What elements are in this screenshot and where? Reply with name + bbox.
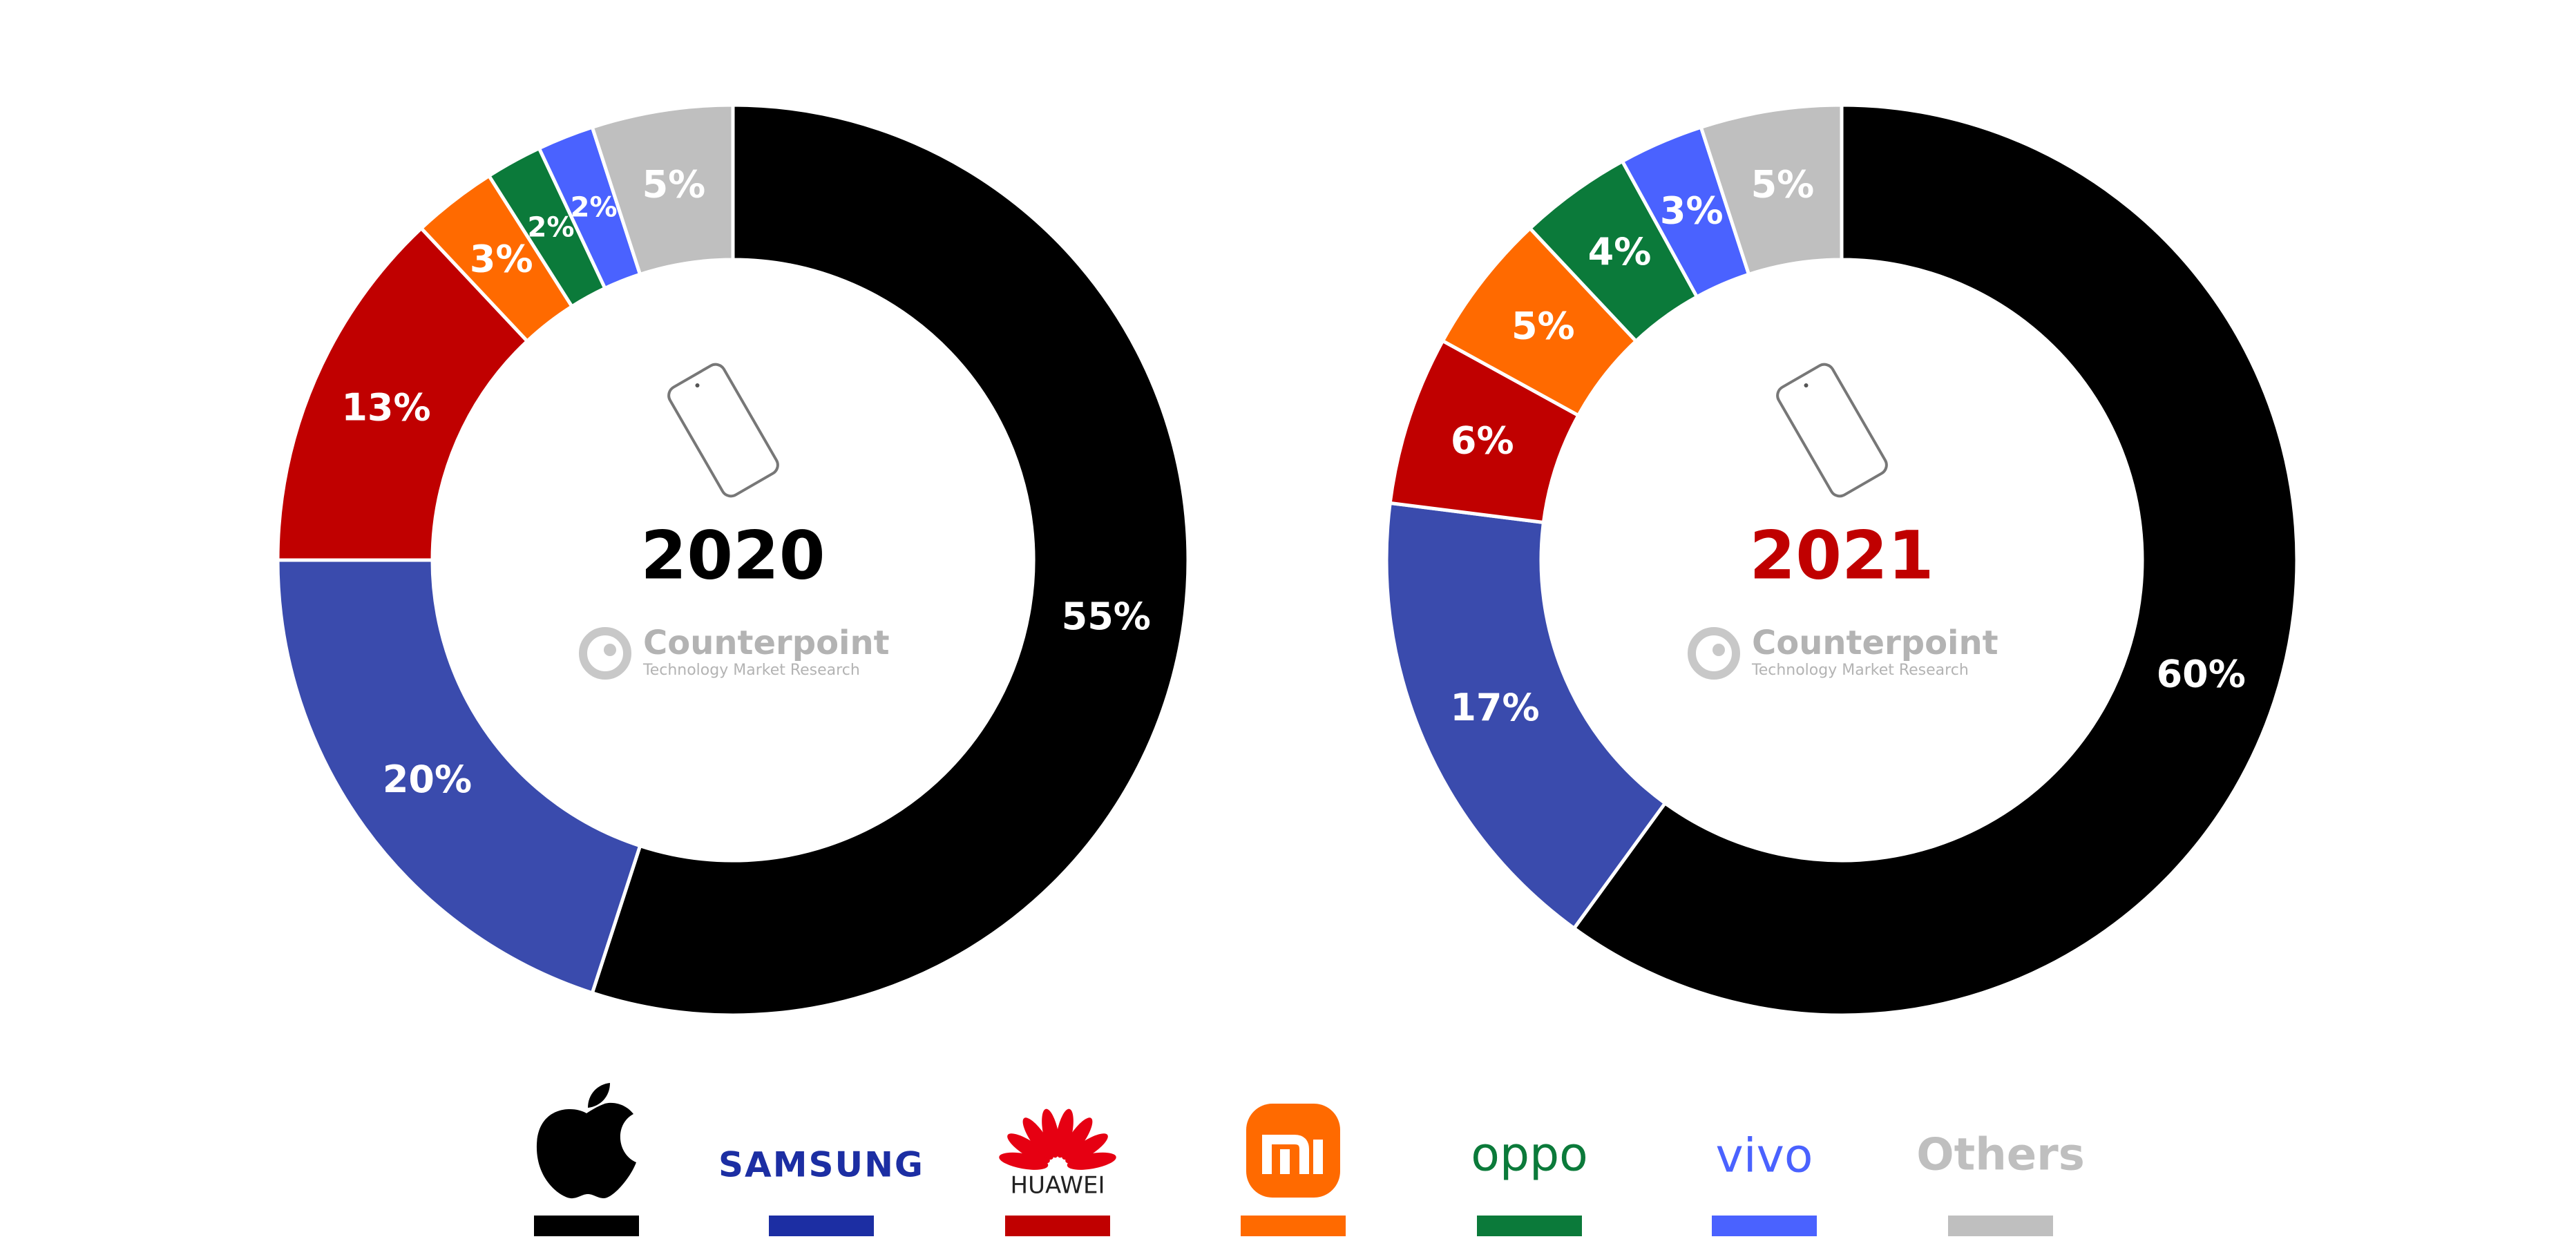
data-label: 5% <box>1511 304 1575 347</box>
data-label: 20% <box>383 758 472 801</box>
data-label: 13% <box>341 385 430 429</box>
huawei-petal <box>1022 1117 1054 1160</box>
donut-slice <box>1699 103 1844 277</box>
data-label: 5% <box>642 162 706 206</box>
data-label: 17% <box>1450 686 1539 729</box>
phone-camera <box>695 383 700 388</box>
legend-label: oppo <box>1471 1128 1588 1182</box>
legend-label: HUAWEI <box>1011 1172 1105 1200</box>
legend-label: SAMSUNG <box>718 1145 924 1185</box>
donut-slice <box>590 103 1190 1017</box>
watermark-logo-dot <box>604 644 616 656</box>
legend-swatch <box>1477 1216 1582 1236</box>
legend-label: Others <box>1916 1130 2085 1181</box>
donut-slice <box>1572 103 2299 1017</box>
legend-swatch <box>1712 1216 1817 1236</box>
huawei-petal <box>1007 1133 1050 1164</box>
legend-swatch <box>1948 1216 2053 1236</box>
phone-camera <box>1804 383 1809 388</box>
huawei-petal <box>1065 1133 1108 1164</box>
legend-swatch <box>534 1216 639 1236</box>
watermark-logo <box>1688 627 1740 680</box>
huawei-petal <box>1061 1117 1093 1160</box>
data-label: 2% <box>528 212 575 244</box>
legend-swatch <box>769 1216 874 1236</box>
data-label: 55% <box>1062 595 1151 638</box>
phone-icon <box>667 363 779 498</box>
apple-logo <box>536 1102 636 1199</box>
donut-slice <box>590 103 735 277</box>
data-label: 2% <box>571 191 618 223</box>
data-label: 5% <box>1751 162 1815 206</box>
donut-slice <box>276 558 642 995</box>
mi-glyph <box>1262 1135 1323 1174</box>
phone-icon <box>1776 363 1888 498</box>
huawei-petal <box>1067 1152 1116 1170</box>
data-label: 3% <box>470 237 533 280</box>
donut-slice <box>1384 501 1668 931</box>
watermark-tagline: Technology Market Research <box>1751 662 1969 679</box>
watermark-logo-dot <box>1712 644 1725 656</box>
data-label: 60% <box>2157 653 2246 696</box>
chart-title: 2020 <box>640 517 825 594</box>
data-label: 3% <box>1660 189 1724 233</box>
data-label: 4% <box>1588 230 1652 273</box>
watermark-logo <box>579 627 631 680</box>
mi-logo <box>1246 1104 1340 1198</box>
watermark-tagline: Technology Market Research <box>642 662 860 679</box>
apple-leaf <box>588 1083 610 1108</box>
watermark-name: Counterpoint <box>1752 624 1998 662</box>
legend-swatch <box>1241 1216 1346 1236</box>
watermark-name: Counterpoint <box>643 624 890 662</box>
huawei-petal <box>1042 1108 1060 1158</box>
legend-swatch <box>1005 1216 1110 1236</box>
data-label: 6% <box>1451 419 1514 463</box>
legend-label: vivo <box>1716 1129 1813 1184</box>
donut-slice <box>276 226 530 562</box>
chart-title: 2021 <box>1749 517 1934 594</box>
